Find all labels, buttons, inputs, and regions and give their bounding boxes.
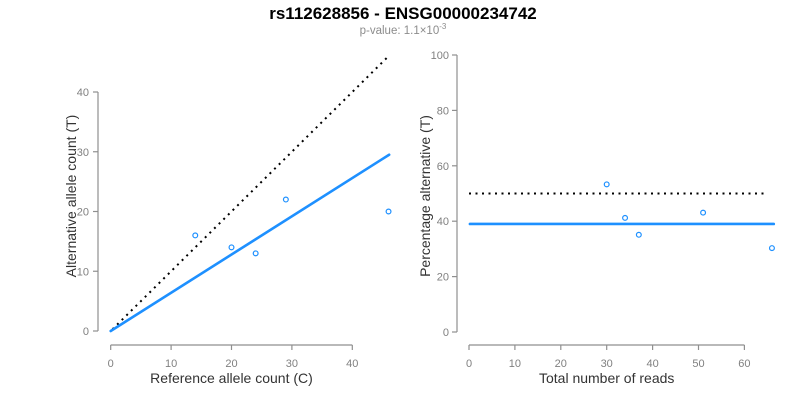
x-tick-label: 40 — [346, 358, 358, 370]
data-point — [700, 209, 707, 216]
x-tick-label: 20 — [225, 358, 237, 370]
data-point — [252, 250, 259, 257]
data-point — [385, 208, 392, 215]
chart-subtitle: p-value: 1.1×10-3 — [0, 22, 800, 37]
y-axis-label: Percentage alternative (T) — [417, 115, 433, 277]
data-point — [768, 245, 775, 252]
x-tick-label: 10 — [165, 358, 177, 370]
data-point — [192, 232, 199, 239]
y-tick-label: 40 — [437, 216, 449, 228]
y-tick-label: 100 — [431, 50, 449, 62]
x-tick-label: 0 — [108, 358, 114, 370]
identity-line — [111, 56, 389, 330]
x-tick-label: 10 — [509, 358, 521, 370]
x-tick-label: 20 — [555, 358, 567, 370]
y-axis-label: Alternative allele count (T) — [63, 115, 79, 278]
y-tick-label: 80 — [437, 105, 449, 117]
y-tick-label: 10 — [77, 266, 89, 278]
y-tick-label: 20 — [437, 272, 449, 284]
y-tick-label: 20 — [77, 207, 89, 219]
y-tick-label: 30 — [77, 147, 89, 159]
panel-allele-counts: 0 10 20 30 40 0 10 20 30 40 Reference allele count… — [63, 56, 392, 386]
x-axis-label: Total number of reads — [539, 370, 674, 386]
data-point — [622, 214, 629, 221]
fit-line — [109, 153, 391, 333]
y-tick-label: 40 — [77, 87, 89, 99]
data-point — [635, 231, 642, 238]
x-tick-label: 40 — [646, 358, 658, 370]
subtitle-pvalue-exponent: -3 — [439, 22, 447, 32]
x-tick-label: 30 — [601, 358, 613, 370]
y-tick-label: 60 — [437, 161, 449, 173]
x-tick-label: 50 — [692, 358, 704, 370]
chart-title: rs112628856 - ENSG00000234742 — [269, 4, 537, 23]
x-tick-label: 60 — [738, 358, 750, 370]
y-tick-label: 0 — [83, 326, 89, 338]
data-point — [282, 196, 289, 203]
x-tick-label: 30 — [286, 358, 298, 370]
data-point — [228, 244, 235, 251]
subtitle-pvalue-text: p-value: 1.1×10 — [359, 25, 440, 37]
x-tick-label: 0 — [466, 358, 472, 370]
y-tick-label: 0 — [443, 327, 449, 339]
data-point — [603, 181, 610, 188]
panel-percentage-alternative: 0 10 20 30 40 50 60 0 20 40 60 80 100 Total number of… — [417, 50, 776, 386]
x-axis-label: Reference allele count (C) — [150, 370, 313, 386]
